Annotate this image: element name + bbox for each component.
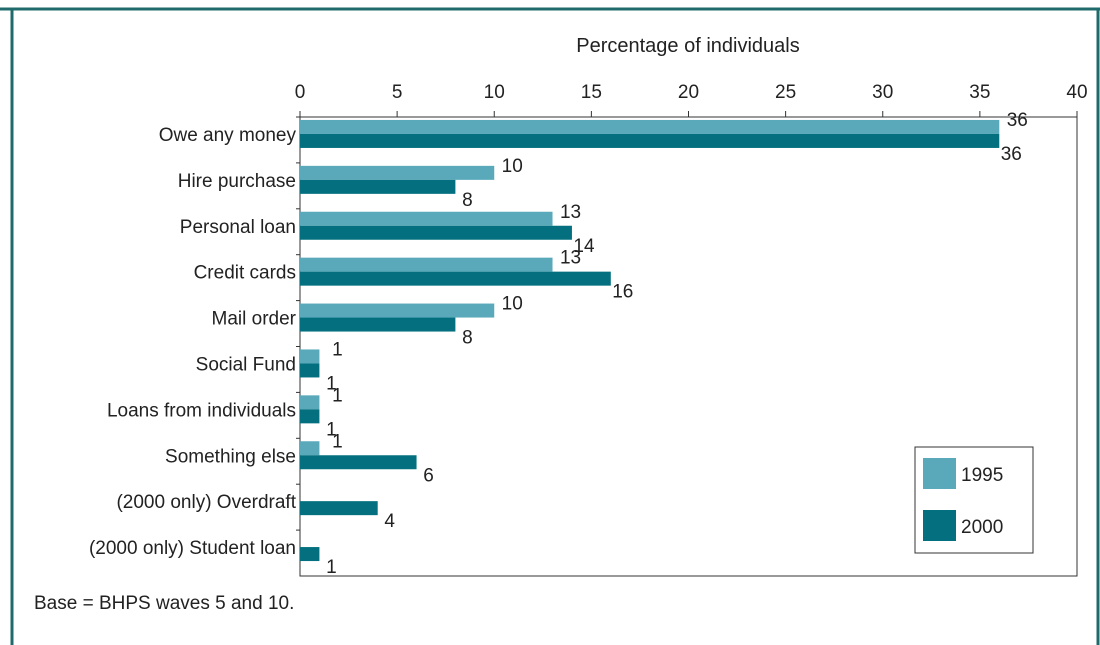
x-tick-label: 5 [392,82,403,103]
bar-2000 [300,179,456,194]
bar-2000 [300,501,378,516]
x-axis-title: Percentage of individuals [576,35,799,57]
bar-1995 [300,257,553,272]
bar-1995 [300,303,495,318]
x-tick-label: 10 [484,82,505,103]
legend-label: 1995 [961,465,1003,486]
legend-swatch-2000 [923,510,956,541]
data-label-1995: 36 [1007,110,1028,131]
bar-1995 [300,119,1000,134]
data-label-1995: 10 [502,294,523,315]
category-label: Loans from individuals [107,400,296,421]
data-label-2000: 6 [423,465,434,486]
data-label-2000: 16 [612,282,633,303]
base-note: Base = BHPS waves 5 and 10. [34,593,295,614]
bar-1995 [300,165,495,180]
data-label-2000: 8 [462,328,473,349]
bar-1995 [300,441,320,456]
bar-2000 [300,133,1000,148]
x-tick-label: 35 [969,82,990,103]
data-label-2000: 1 [326,373,337,394]
bar-2000 [300,225,572,240]
category-label: Social Fund [196,354,296,375]
category-label: Mail order [212,309,297,330]
category-label: Owe any money [159,125,297,146]
bar-1995 [300,395,320,410]
bar-2000 [300,409,320,424]
category-label: (2000 only) Student loan [89,538,296,559]
bar-2000 [300,317,456,332]
legend: 1995 2000 [914,446,1034,554]
x-tick-label: 20 [678,82,699,103]
data-label-1995: 1 [332,431,343,452]
x-axis-ticks: 0 5 10 15 20 25 30 35 40 [295,82,1088,117]
data-label-2000: 4 [384,511,395,532]
x-tick-label: 15 [581,82,602,103]
bar-2000 [300,547,320,562]
legend-swatch-1995 [923,458,956,489]
data-label-2000: 1 [326,557,337,578]
bar-2000 [300,363,320,378]
x-tick-label: 40 [1066,82,1087,103]
data-label-1995: 13 [560,202,581,223]
bar-1995 [300,349,320,364]
x-tick-label: 0 [295,82,306,103]
data-label-1995: 1 [332,385,343,406]
x-tick-label: 25 [775,82,796,103]
category-label: Hire purchase [178,171,296,192]
bar-1995 [300,211,553,226]
category-labels: Owe any money Hire purchase Personal loan C… [89,116,300,559]
x-tick-label: 30 [872,82,893,103]
data-label-2000: 1 [326,419,337,440]
data-label-1995: 13 [560,248,581,269]
legend-label: 2000 [961,517,1003,538]
bar-2000 [300,455,417,470]
category-label: Personal loan [180,217,296,238]
data-label-1995: 10 [502,156,523,177]
data-label-1995: 1 [332,339,343,360]
data-label-2000: 8 [462,190,473,211]
category-label: Credit cards [194,263,296,284]
category-label: Something else [165,446,296,467]
category-label: (2000 only) Overdraft [116,492,296,513]
bar-2000 [300,271,611,286]
data-label-2000: 36 [1001,144,1022,165]
data-label-2000: 14 [573,236,595,257]
